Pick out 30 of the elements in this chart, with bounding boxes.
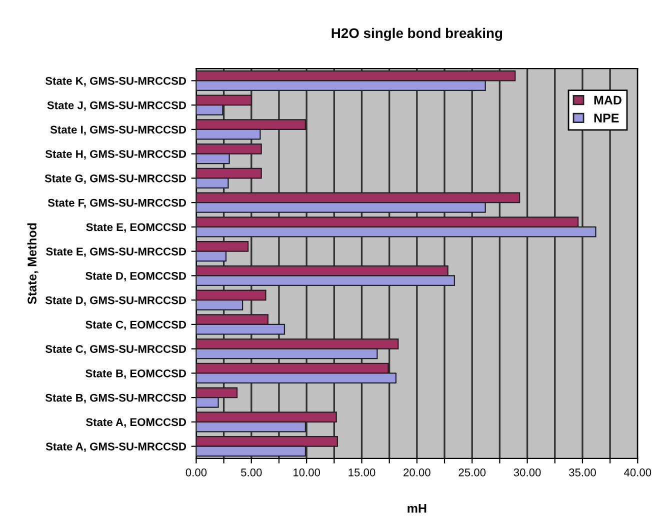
y-tick-label: State I, GMS-SU-MRCCSD xyxy=(50,126,186,136)
y-tick-label: State B, EOMCCSD xyxy=(86,369,186,379)
y-tick-label: State A, GMS-SU-MRCCSD xyxy=(46,442,186,452)
y-tick-label: State E, EOMCCSD xyxy=(86,223,186,233)
text: 0.00 xyxy=(186,468,207,476)
y-tick-label: State C, EOMCCSD xyxy=(86,320,186,330)
x-tick-label: 30.00 xyxy=(514,468,541,476)
x-tick-label: 25.00 xyxy=(458,468,486,476)
y-tick-label: State B, GMS-SU-MRCCSD xyxy=(45,394,186,404)
x-axis-title: mH xyxy=(408,504,426,513)
y-tick-label: State H, GMS-SU-MRCCSD xyxy=(45,150,186,160)
y-axis-title: State, Method xyxy=(27,223,38,304)
legend-label: MAD xyxy=(594,96,622,104)
y-tick-label: State C, GMS-SU-MRCCSD xyxy=(45,345,186,355)
x-tick-label: 10.00 xyxy=(294,468,320,476)
y-tick-label: State E, GMS-SU-MRCCSD xyxy=(46,248,186,258)
x-tick-label: 35.00 xyxy=(568,468,596,476)
chart-title: H2O single bond breaking xyxy=(332,28,502,41)
x-tick-label: 40.00 xyxy=(624,468,652,476)
x-tick-label: 15.00 xyxy=(348,468,376,476)
y-tick-label: State J, GMS-SU-MRCCSD xyxy=(47,101,186,111)
y-tick-label: State A, EOMCCSD xyxy=(86,418,186,428)
legend-label: NPE xyxy=(594,114,619,122)
x-tick-label: 5.00 xyxy=(241,468,262,476)
y-tick-label: State F, GMS-SU-MRCCSD xyxy=(48,198,186,208)
y-tick-label: State G, GMS-SU-MRCCSD xyxy=(44,174,186,184)
y-tick-label: State K, GMS-SU-MRCCSD xyxy=(45,76,186,86)
x-tick-label: 20.00 xyxy=(404,468,430,476)
y-tick-label: State D, GMS-SU-MRCCSD xyxy=(45,296,186,306)
y-tick-label: State D, EOMCCSD xyxy=(86,272,186,282)
